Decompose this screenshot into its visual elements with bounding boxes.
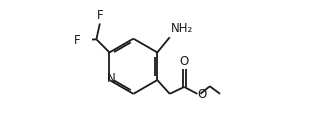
Text: F: F (74, 34, 80, 47)
Text: F: F (97, 9, 103, 22)
Text: N: N (107, 72, 116, 85)
Text: O: O (180, 55, 189, 68)
Text: NH₂: NH₂ (171, 22, 193, 35)
Text: O: O (198, 88, 207, 101)
